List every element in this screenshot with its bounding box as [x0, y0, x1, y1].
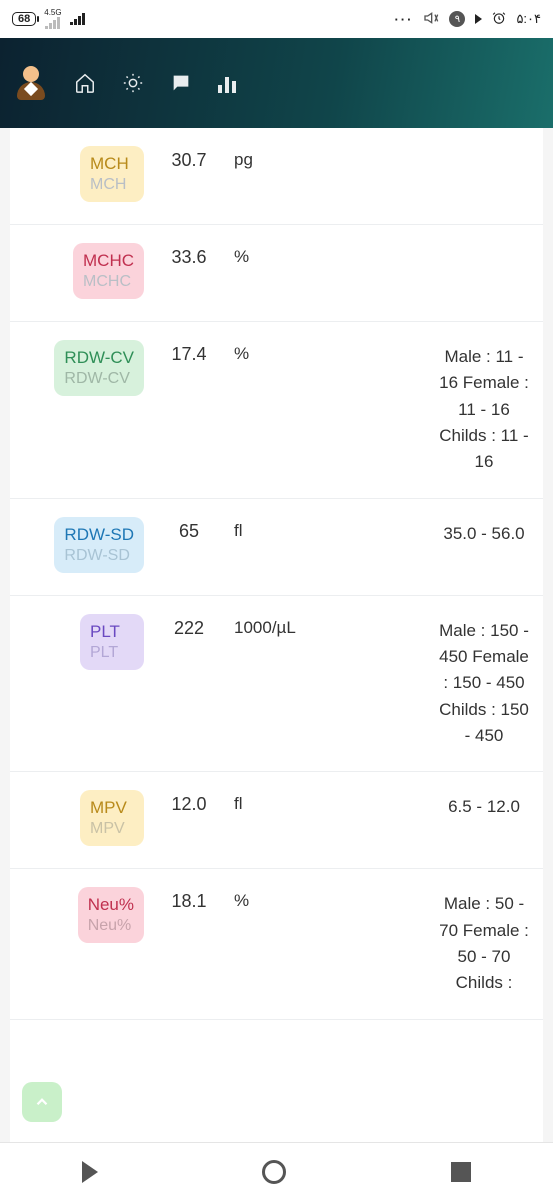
param-unit: % — [234, 243, 314, 267]
alarm-icon — [492, 11, 506, 28]
param-unit: fl — [234, 790, 314, 814]
param-sub: Neu% — [88, 917, 134, 935]
android-nav-bar — [0, 1142, 553, 1200]
param-unit: pg — [234, 146, 314, 170]
param-unit: % — [234, 340, 314, 364]
param-badge[interactable]: RDW-SD RDW-SD — [54, 517, 144, 573]
notification-badge: ٩ — [449, 11, 465, 27]
android-status-bar: 68 4.5G ··· ٩ ۵:۰۴ — [0, 0, 553, 38]
nav-home-icon[interactable] — [262, 1160, 286, 1184]
param-badge[interactable]: PLT PLT — [80, 614, 144, 670]
param-badge[interactable]: MPV MPV — [80, 790, 144, 846]
result-row: MCH MCH 30.7 pg — [10, 128, 543, 225]
param-value: 17.4 — [154, 340, 224, 365]
param-value: 18.1 — [154, 887, 224, 912]
home-icon[interactable] — [74, 72, 96, 94]
param-code: PLT — [90, 622, 134, 642]
param-sub: MCHC — [83, 273, 134, 291]
param-code: MCHC — [83, 251, 134, 271]
param-badge[interactable]: RDW-CV RDW-CV — [54, 340, 144, 396]
more-icon: ··· — [394, 12, 413, 27]
param-range: 35.0 - 56.0 — [439, 517, 529, 547]
play-icon — [475, 14, 482, 24]
result-row: RDW-SD RDW-SD 65 fl 35.0 - 56.0 — [10, 499, 543, 596]
param-sub: PLT — [90, 644, 134, 662]
param-value: 222 — [154, 614, 224, 639]
result-row: RDW-CV RDW-CV 17.4% Male : 11 - 16 Female :… — [10, 322, 543, 499]
param-range: Male : 11 - 16 Female : 11 - 16 Childs :… — [439, 340, 529, 476]
network-label: 4.5G — [44, 9, 61, 17]
lab-results-list: MCH MCH 30.7 pg MCHC MCHC 33.6% RDW-CV RDW-CV 17.… — [10, 128, 543, 1142]
param-value: 30.7 — [154, 146, 224, 171]
param-badge[interactable]: MCHC MCHC — [73, 243, 144, 299]
param-range: 6.5 - 12.0 — [439, 790, 529, 820]
param-range: Male : 50 - 70 Female : 50 - 70 Childs : — [439, 887, 529, 996]
nav-recent-icon[interactable] — [451, 1162, 471, 1182]
param-value: 12.0 — [154, 790, 224, 815]
stats-icon[interactable] — [218, 73, 236, 93]
chat-icon[interactable] — [170, 72, 192, 94]
scroll-top-button[interactable] — [22, 1082, 62, 1122]
avatar-icon[interactable] — [14, 66, 48, 100]
param-value: 65 — [154, 517, 224, 542]
signal-bars-2 — [70, 13, 85, 25]
param-range — [439, 243, 529, 247]
param-code: MCH — [90, 154, 134, 174]
app-header — [0, 38, 553, 128]
param-value: 33.6 — [154, 243, 224, 268]
param-sub: MPV — [90, 820, 134, 838]
signal-bars-1 — [45, 17, 60, 29]
param-code: RDW-CV — [64, 348, 134, 368]
param-code: Neu% — [88, 895, 134, 915]
param-unit: fl — [234, 517, 314, 541]
param-badge[interactable]: MCH MCH — [80, 146, 144, 202]
param-unit: % — [234, 887, 314, 911]
result-row: Neu% Neu% 18.1% Male : 50 - 70 Female : 50 … — [10, 869, 543, 1019]
result-row: PLT PLT 222 1000/µL Male : 150 - 450 Female … — [10, 596, 543, 773]
brightness-icon[interactable] — [122, 72, 144, 94]
mute-icon — [423, 10, 439, 29]
param-code: RDW-SD — [64, 525, 134, 545]
param-unit: 1000/µL — [234, 614, 314, 638]
battery-indicator: 68 — [12, 12, 36, 26]
param-sub: RDW-CV — [64, 370, 134, 388]
result-row: MPV MPV 12.0 fl 6.5 - 12.0 — [10, 772, 543, 869]
param-range — [439, 146, 529, 150]
param-code: MPV — [90, 798, 134, 818]
param-sub: MCH — [90, 176, 134, 194]
clock-time: ۵:۰۴ — [516, 11, 541, 27]
param-badge[interactable]: Neu% Neu% — [78, 887, 144, 943]
param-range: Male : 150 - 450 Female : 150 - 450 Chil… — [439, 614, 529, 750]
param-sub: RDW-SD — [64, 547, 134, 565]
nav-back-icon[interactable] — [82, 1161, 98, 1183]
result-row: MCHC MCHC 33.6% — [10, 225, 543, 322]
